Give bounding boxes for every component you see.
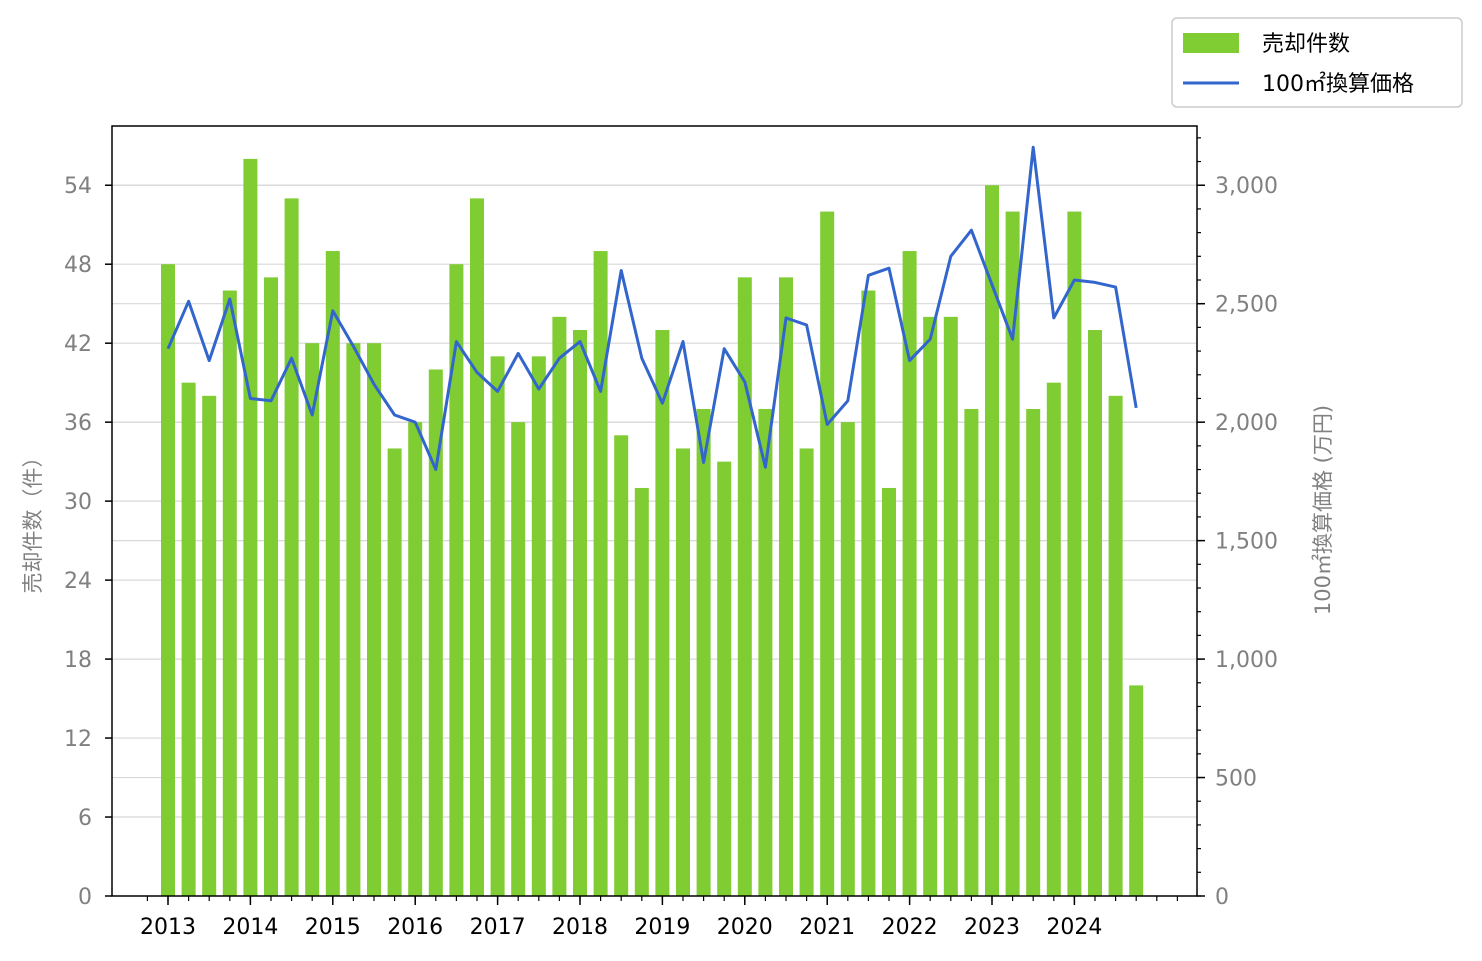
- x-tick-label: 2023: [964, 915, 1020, 940]
- x-tick-label: 2024: [1046, 915, 1102, 940]
- bar: [882, 487, 896, 896]
- bar: [1005, 211, 1020, 897]
- left-tick-label: 12: [64, 727, 92, 752]
- line-series: [166, 145, 1138, 471]
- left-tick-label: 0: [78, 885, 92, 910]
- right-tick-label: 1,000: [1215, 648, 1278, 673]
- x-tick-label: 2015: [305, 915, 361, 940]
- plot-frame: [111, 125, 1198, 897]
- left-tick-label: 18: [64, 648, 92, 673]
- bar: [490, 356, 505, 896]
- bar: [696, 408, 711, 896]
- bar: [1026, 408, 1041, 896]
- bar: [161, 264, 175, 896]
- bar: [181, 382, 196, 897]
- bar: [1046, 382, 1061, 897]
- price-line: [166, 145, 1138, 471]
- right-tick-label: 2,000: [1215, 411, 1278, 436]
- bar: [243, 158, 258, 896]
- bar: [840, 422, 855, 896]
- right-tick-label: 1,500: [1215, 530, 1278, 555]
- bar: [820, 211, 835, 897]
- x-tick-label: 2017: [470, 915, 526, 940]
- legend: 売却件数 100㎡換算価格: [1171, 17, 1463, 108]
- bar: [737, 277, 752, 896]
- bar: [964, 408, 979, 896]
- bar-series: [161, 158, 1144, 897]
- bar: [1108, 395, 1123, 896]
- bar: [202, 395, 217, 896]
- legend-label-bar: 売却件数: [1262, 32, 1350, 57]
- right-tick-label: 500: [1215, 767, 1257, 792]
- bar: [985, 185, 999, 896]
- x-tick-label: 2021: [799, 915, 855, 940]
- bar: [428, 369, 443, 896]
- bar: [305, 343, 320, 897]
- bar: [861, 290, 876, 896]
- left-tick-label: 54: [64, 174, 92, 199]
- bar: [943, 316, 958, 896]
- bar: [346, 343, 361, 897]
- bar: [634, 487, 649, 896]
- left-axis: 0 6 12 18 24 30 36 42 48 54: [64, 174, 112, 910]
- bar: [284, 198, 299, 896]
- bar: [758, 408, 773, 896]
- left-tick-label: 24: [64, 569, 92, 594]
- right-axis: 0 500 1,000 1,500 2,000 2,500 3,000: [1197, 137, 1278, 910]
- left-axis-label: 売却件数（件）: [21, 447, 45, 594]
- legend-label-line: 100㎡換算価格: [1262, 71, 1414, 97]
- bar: [325, 251, 340, 897]
- bar: [222, 290, 237, 896]
- right-tick-label: 2,500: [1215, 293, 1278, 318]
- x-tick-label: 2016: [387, 915, 443, 940]
- bar: [449, 264, 464, 896]
- bar: [367, 343, 381, 897]
- bar: [1088, 330, 1102, 896]
- x-tick-label: 2014: [222, 915, 278, 940]
- right-tick-label: 3,000: [1215, 174, 1278, 199]
- bar: [676, 448, 690, 896]
- right-tick-label: 0: [1215, 885, 1229, 910]
- bar: [593, 251, 608, 897]
- bar: [1129, 685, 1144, 896]
- bar: [655, 330, 670, 896]
- right-axis-label: 100㎡換算価格 (万円): [1311, 405, 1335, 615]
- bar: [552, 316, 567, 896]
- left-tick-label: 42: [64, 332, 92, 357]
- left-tick-label: 30: [64, 490, 92, 515]
- bar: [717, 461, 732, 896]
- bar: [387, 448, 402, 896]
- bar: [923, 316, 938, 896]
- bar: [573, 330, 587, 896]
- bar: [264, 277, 278, 896]
- bar: [511, 422, 526, 896]
- x-tick-label: 2020: [717, 915, 773, 940]
- left-tick-label: 6: [78, 806, 92, 831]
- bar: [470, 198, 484, 896]
- legend-frame: [1171, 17, 1463, 108]
- x-tick-label: 2022: [882, 915, 938, 940]
- bar: [902, 251, 917, 897]
- left-tick-label: 48: [64, 253, 92, 278]
- left-tick-label: 36: [64, 411, 92, 436]
- legend-swatch-bar: [1183, 33, 1239, 53]
- x-tick-label: 2018: [552, 915, 608, 940]
- bar: [1067, 211, 1082, 897]
- bar: [614, 435, 629, 896]
- x-axis: 2013 2014 2015 2016 2017 2018 2019 2020 2021 2022…: [140, 896, 1179, 940]
- bar: [531, 356, 546, 896]
- bar: [408, 422, 423, 896]
- bar: [799, 448, 814, 896]
- bar: [779, 277, 793, 896]
- x-tick-label: 2013: [140, 915, 196, 940]
- x-tick-label: 2019: [634, 915, 690, 940]
